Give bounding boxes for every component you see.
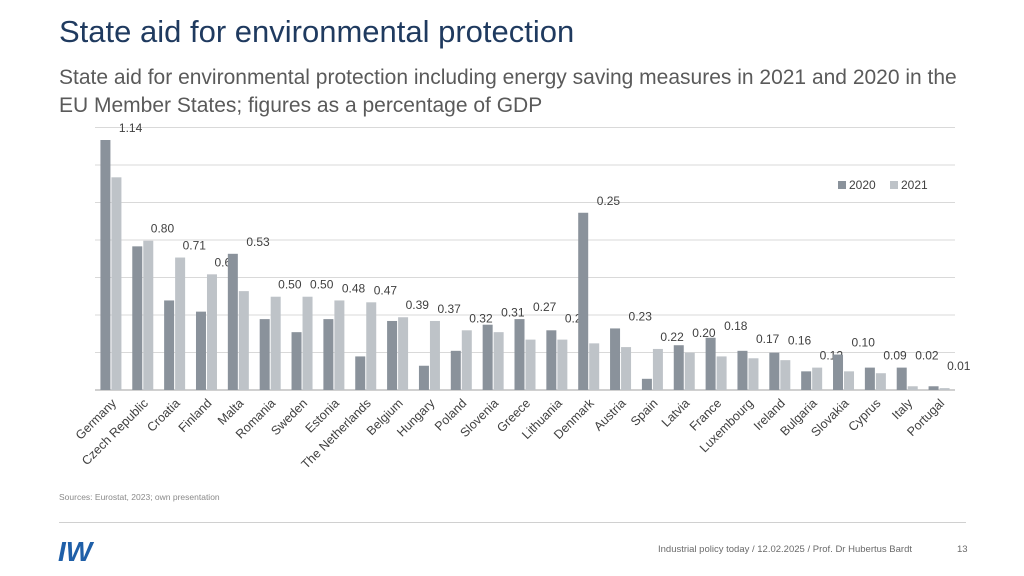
data-label-2021: 0.37 <box>437 302 461 316</box>
bar-2021 <box>398 317 409 390</box>
bar-2021 <box>175 257 186 390</box>
bar-2021 <box>875 373 886 390</box>
data-label-2021: 0.50 <box>278 278 302 292</box>
category-label: Finland <box>176 396 215 435</box>
bar-2021 <box>684 352 695 390</box>
bar-2020 <box>387 320 398 390</box>
bar-2020 <box>355 356 366 390</box>
bar-2021 <box>652 348 663 390</box>
bar-2020 <box>482 324 493 390</box>
data-label-2021: 0.17 <box>756 332 780 346</box>
footer-text: Industrial policy today / 12.02.2025 / P… <box>658 544 912 555</box>
bar-2020 <box>737 350 748 390</box>
data-label-2021: 0.31 <box>501 306 525 320</box>
page-number: 13 <box>957 544 968 555</box>
bar-2021 <box>302 296 313 390</box>
bar-2021 <box>461 330 472 390</box>
data-label-2021: 0.53 <box>246 235 270 249</box>
bar-2020 <box>769 352 780 390</box>
page-subtitle: State aid for environmental protection i… <box>59 66 957 117</box>
legend-swatch-2020 <box>838 181 846 189</box>
legend-label-2021: 2021 <box>901 178 928 192</box>
bar-2021 <box>334 300 345 390</box>
bar-2020 <box>864 367 875 390</box>
data-label-2021: 0.20 <box>692 326 716 340</box>
data-label-2021: 0.23 <box>629 309 653 323</box>
bar-2021 <box>621 347 632 390</box>
data-label-2021: 0.22 <box>660 330 684 344</box>
source-note: Sources: Eurostat, 2023; own presentatio… <box>59 492 220 502</box>
bar-2020 <box>323 319 334 390</box>
data-label-2021: 0.27 <box>533 300 557 314</box>
bar-2020 <box>291 332 302 390</box>
bar-2020 <box>641 378 652 390</box>
bar-2021 <box>366 302 377 390</box>
data-label-2021: 0.39 <box>406 298 430 312</box>
bar-2020 <box>610 328 621 390</box>
logo-text: IW <box>58 536 95 564</box>
bar-2020 <box>259 319 270 390</box>
bar-2020 <box>100 140 111 390</box>
bar-2021 <box>111 177 122 390</box>
bar-2021 <box>493 332 504 390</box>
data-label-2021: 0.01 <box>947 359 971 373</box>
bar-2021 <box>525 339 536 390</box>
category-label: Spain <box>628 396 661 429</box>
bar-2021 <box>844 371 855 390</box>
bar-2021 <box>238 291 249 390</box>
bar-2020 <box>896 367 907 390</box>
bar-2021 <box>748 358 759 390</box>
bar-2021 <box>429 320 440 390</box>
bar-2021 <box>589 343 600 390</box>
bar-2020 <box>195 311 206 390</box>
bar-2020 <box>546 330 557 390</box>
bar-2020 <box>578 212 589 390</box>
bar-2021 <box>270 296 281 390</box>
legend-swatch-2021 <box>890 181 898 189</box>
bar-2020 <box>673 345 684 390</box>
category-label: Croatia <box>144 396 182 434</box>
data-label-2021: 0.02 <box>915 349 939 363</box>
data-label-2021: 0.18 <box>724 319 748 333</box>
bar-2021 <box>780 360 791 390</box>
category-label: Cyprus <box>846 396 884 434</box>
bar-2020 <box>132 246 143 390</box>
page-title: State aid for environmental protection <box>59 14 575 49</box>
bar-2021 <box>143 240 154 390</box>
footer-divider <box>59 522 966 523</box>
bar-2021 <box>939 388 950 390</box>
bar-2020 <box>418 365 429 390</box>
legend-label-2020: 2020 <box>849 178 876 192</box>
bar-2020 <box>801 371 812 390</box>
bar-2021 <box>716 356 727 390</box>
data-label-2021: 0.10 <box>852 336 876 350</box>
bar-2020 <box>227 253 238 390</box>
data-label-2021: 0.48 <box>342 281 366 295</box>
data-label-2021: 1.14 <box>119 121 143 135</box>
data-label-2021: 0.47 <box>374 283 398 297</box>
bar-2020 <box>705 337 716 390</box>
data-label-2021: 0.32 <box>469 311 493 325</box>
category-label: Italy <box>889 396 916 423</box>
bar-2020 <box>164 300 175 390</box>
data-label-2021: 0.25 <box>597 194 621 208</box>
data-label-2021: 0.80 <box>151 222 175 236</box>
bar-2020 <box>514 319 525 390</box>
data-label-2021: 0.16 <box>788 334 812 348</box>
bar-2020 <box>833 354 844 390</box>
bar-2020 <box>928 386 939 390</box>
bar-2020 <box>450 350 461 390</box>
bar-2021 <box>206 274 217 390</box>
bar-2021 <box>907 386 918 390</box>
data-label-2021: 0.71 <box>183 239 207 253</box>
category-label: Austria <box>591 396 628 433</box>
data-label-2021: 0.50 <box>310 278 334 292</box>
bar-2021 <box>557 339 568 390</box>
data-label-2021: 0.09 <box>883 349 907 363</box>
iw-logo-icon: IW <box>58 536 95 564</box>
bar-2021 <box>812 367 823 390</box>
